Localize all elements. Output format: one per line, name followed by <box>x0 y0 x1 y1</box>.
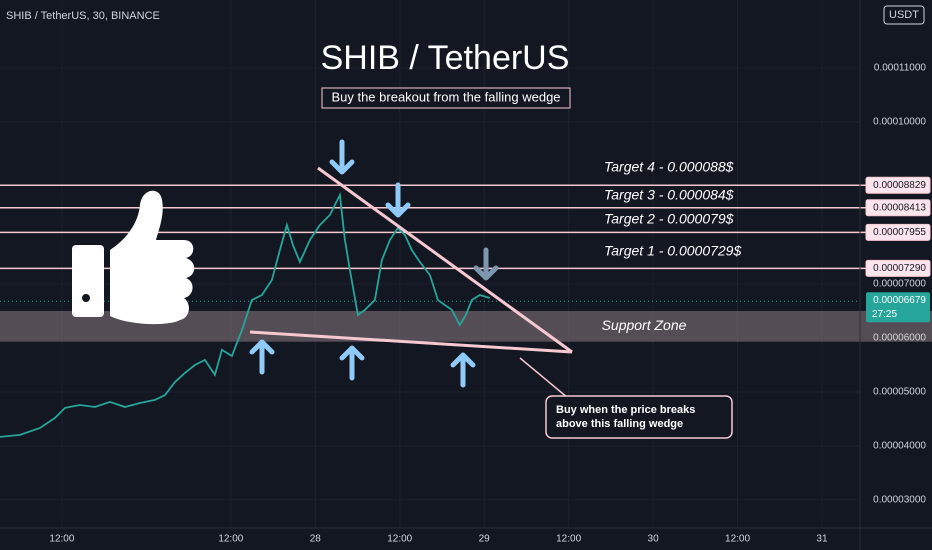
last-price-box <box>866 292 930 323</box>
price-label: 0.00007290 <box>873 263 926 274</box>
y-tick-label: 0.00007000 <box>873 279 926 290</box>
target-label: Target 3 - 0.000084$ <box>604 187 734 203</box>
callout-pointer <box>519 357 569 399</box>
chart-title: SHIB / TetherUS <box>321 39 570 77</box>
callout-text: Buy when the price breaks <box>556 404 695 416</box>
target-label: Target 2 - 0.000079$ <box>604 211 734 227</box>
price-label-box <box>865 176 931 194</box>
wedge-upper <box>317 166 573 354</box>
y-tick-label: 0.00011000 <box>874 63 927 74</box>
target-label: Target 1 - 0.0000729$ <box>604 243 741 259</box>
wedge-lower <box>249 330 573 354</box>
price-label: 0.00007955 <box>873 227 926 238</box>
price-label-box <box>865 199 931 217</box>
x-tick-label: 12:00 <box>218 534 243 545</box>
support-zone-label: Support Zone <box>602 317 687 333</box>
thumbs-up-icon <box>72 190 195 325</box>
x-tick-label: 31 <box>816 534 828 545</box>
last-price-label: 0.00006679 <box>873 295 926 306</box>
callout-text: above this falling wedge <box>556 418 683 430</box>
target-label: Target 4 - 0.000088$ <box>604 159 734 175</box>
price-label-box <box>865 259 931 277</box>
currency: USDT <box>889 9 919 21</box>
x-tick-label: 29 <box>479 534 491 545</box>
y-tick-label: 0.00003000 <box>873 495 926 506</box>
callout-box <box>545 395 733 439</box>
x-tick-label: 28 <box>310 534 322 545</box>
price-line <box>0 191 491 438</box>
y-tick-label: 0.00010000 <box>873 117 926 128</box>
y-tick-label: 0.00005000 <box>873 387 926 398</box>
y-tick-label: 0.00006000 <box>873 333 926 344</box>
plot <box>0 191 860 438</box>
x-tick-label: 12:00 <box>725 534 750 545</box>
x-tick-label: 12:00 <box>556 534 581 545</box>
currency-badge <box>883 5 925 25</box>
y-tick-label: 0.00004000 <box>873 441 926 452</box>
price-label: 0.00008413 <box>873 202 926 213</box>
x-tick-label: 30 <box>648 534 660 545</box>
chart-subtitle: Buy the breakout from the falling wedge <box>331 89 560 104</box>
symbol-header: SHIB / TetherUS, 30, BINANCE <box>6 10 160 22</box>
subtitle-box <box>321 87 571 109</box>
x-tick-label: 12:00 <box>49 534 74 545</box>
price-label: 0.00008829 <box>873 180 926 191</box>
countdown: 27:25 <box>872 309 897 320</box>
arrows <box>249 139 499 388</box>
x-tick-label: 12:00 <box>387 534 412 545</box>
price-label-box <box>865 223 931 241</box>
